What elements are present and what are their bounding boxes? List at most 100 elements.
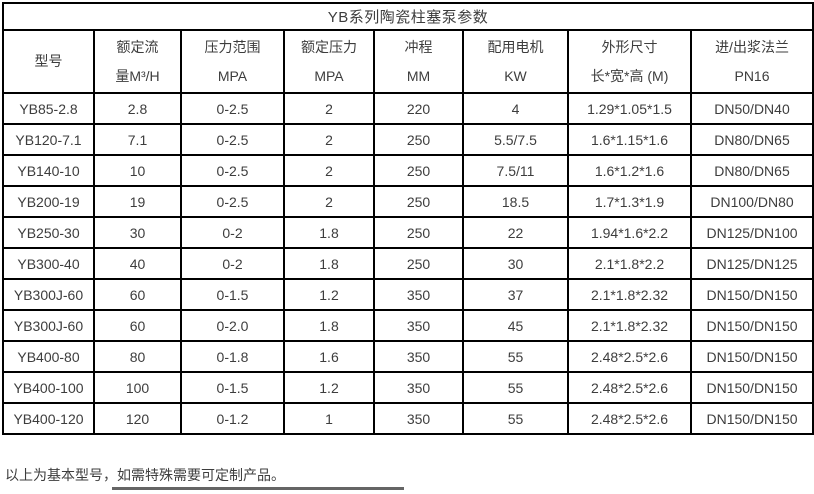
header-stroke: 冲程 MM: [373, 29, 464, 94]
header-flange-line2: PN16: [734, 67, 770, 84]
table-cell: YB85-2.8: [2, 92, 95, 125]
table-cell: 1.2: [283, 371, 375, 404]
table-cell: 5.5/7.5: [462, 123, 569, 156]
table-cell: 250: [373, 185, 464, 218]
table-cell: 55: [462, 402, 569, 435]
header-rated-flow-line2: 量M³/H: [115, 67, 160, 84]
table-cell: 1.2: [283, 278, 375, 311]
table-cell: 220: [373, 92, 464, 125]
header-motor-line1: 配用电机: [487, 38, 544, 55]
header-rated-flow-line1: 额定流: [116, 38, 159, 55]
header-pressure-range-line1: 压力范围: [204, 38, 261, 55]
table-cell: 30: [93, 216, 182, 249]
table-cell: 1.8: [283, 309, 375, 342]
table-cell: 0-2: [180, 247, 285, 280]
table-cell: DN125/DN125: [689, 247, 814, 280]
table-cell: DN50/DN40: [689, 92, 814, 125]
table-body: YB85-2.8 2.8 0-2.5 2 220 4 1.29*1.05*1.5 DN50/D…: [2, 92, 814, 435]
table-cell: 19: [93, 185, 182, 218]
table-cell: 55: [462, 371, 569, 404]
table-cell: DN150/DN150: [689, 340, 814, 373]
table-cell: DN150/DN150: [689, 371, 814, 404]
header-rated-pressure: 额定压力 MPA: [283, 29, 375, 94]
table-cell: 0-1.5: [180, 278, 285, 311]
table-cell: 350: [373, 278, 464, 311]
table-cell: 45: [462, 309, 569, 342]
table-cell: 1.8: [283, 247, 375, 280]
table-cell: 2.1*1.8*2.2: [567, 247, 692, 280]
table-cell: YB400-80: [2, 340, 95, 373]
table-cell: DN80/DN65: [689, 123, 814, 156]
table-cell: 100: [93, 371, 182, 404]
table-cell: 250: [373, 154, 464, 187]
table-cell: 250: [373, 247, 464, 280]
table-cell: YB300J-60: [2, 278, 95, 311]
table-cell: 18.5: [462, 185, 569, 218]
table-cell: 0-2.5: [180, 92, 285, 125]
header-flange-line1: 进/出浆法兰: [715, 38, 789, 55]
table-cell: 250: [373, 123, 464, 156]
header-flange: 进/出浆法兰 PN16: [689, 29, 814, 94]
header-model: 型号: [2, 29, 95, 94]
table-cell: 60: [93, 278, 182, 311]
footnote-text: 以上为基本型号，如需特殊需要可定制产品。: [5, 467, 285, 483]
table-row: YB300-40 40 0-2 1.8 250 30 2.1*1.8*2.2 DN125/DN…: [2, 247, 814, 280]
table-cell: 1.6*1.2*1.6: [567, 154, 692, 187]
header-motor-line2: KW: [504, 67, 527, 84]
table-cell: 1.6*1.15*1.6: [567, 123, 692, 156]
header-row: 型号 额定流 量M³/H 压力范围 MPA 额定压力 MPA 冲程 MM: [2, 29, 814, 94]
table-row: YB120-7.1 7.1 0-2.5 2 250 5.5/7.5 1.6*1.15*1.6…: [2, 123, 814, 156]
table-row: YB400-80 80 0-1.8 1.6 350 55 2.48*2.5*2.6 DN150…: [2, 340, 814, 373]
table-cell: DN125/DN100: [689, 216, 814, 249]
table-cell: 40: [93, 247, 182, 280]
table-cell: 350: [373, 309, 464, 342]
table-cell: 2.48*2.5*2.6: [567, 371, 692, 404]
header-dimensions-line2: 长*宽*高 (M): [590, 67, 669, 84]
table-cell: 7.1: [93, 123, 182, 156]
table-cell: YB300J-60: [2, 309, 95, 342]
table-cell: 2: [283, 123, 375, 156]
table-row: YB300J-60 60 0-2.0 1.8 350 45 2.1*1.8*2.32 DN15…: [2, 309, 814, 342]
table-cell: 60: [93, 309, 182, 342]
table-cell: 0-1.2: [180, 402, 285, 435]
table-cell: 1: [283, 402, 375, 435]
table-row: YB400-100 100 0-1.5 1.2 350 55 2.48*2.5*2.6 DN1…: [2, 371, 814, 404]
table-cell: 0-2: [180, 216, 285, 249]
header-pressure-range-line2: MPA: [217, 67, 248, 84]
table-cell: DN150/DN150: [689, 309, 814, 342]
title-row: YB系列陶瓷柱塞泵参数: [1, 2, 814, 31]
header-pressure-range: 压力范围 MPA: [180, 29, 285, 94]
table-cell: 10: [93, 154, 182, 187]
table-cell: 0-2.0: [180, 309, 285, 342]
table-cell: 2.1*1.8*2.32: [567, 278, 692, 311]
table-cell: 2: [283, 185, 375, 218]
table-cell: 2: [283, 154, 375, 187]
table-cell: 37: [462, 278, 569, 311]
table-cell: DN80/DN65: [689, 154, 814, 187]
table-cell: 0-1.5: [180, 371, 285, 404]
table-cell: 7.5/11: [462, 154, 569, 187]
header-stroke-line2: MM: [406, 67, 431, 84]
table-cell: 0-2.5: [180, 185, 285, 218]
table-cell: 30: [462, 247, 569, 280]
table-cell: 0-2.5: [180, 154, 285, 187]
header-stroke-line1: 冲程: [404, 38, 433, 55]
table-cell: YB250-30: [2, 216, 95, 249]
table-cell: 0-1.8: [180, 340, 285, 373]
table-cell: 2.8: [93, 92, 182, 125]
header-dimensions: 外形尺寸 长*宽*高 (M): [567, 29, 692, 94]
table-cell: 250: [373, 216, 464, 249]
table-row: YB200-19 19 0-2.5 2 250 18.5 1.7*1.3*1.9 DN100/…: [2, 185, 814, 218]
header-dimensions-line1: 外形尺寸: [601, 38, 658, 55]
table-cell: 120: [93, 402, 182, 435]
cropped-text-sliver: [112, 487, 404, 490]
pump-spec-table: YB系列陶瓷柱塞泵参数 型号 额定流 量M³/H 压力范围 MPA 额定压力 M…: [1, 2, 814, 435]
table-cell: 350: [373, 340, 464, 373]
table-cell: 2.48*2.5*2.6: [567, 340, 692, 373]
header-rated-pressure-line1: 额定压力: [301, 38, 357, 55]
table-title: YB系列陶瓷柱塞泵参数: [1, 2, 814, 31]
table-cell: YB140-10: [2, 154, 95, 187]
table-row: YB140-10 10 0-2.5 2 250 7.5/11 1.6*1.2*1.6 DN80…: [2, 154, 814, 187]
table-row: YB250-30 30 0-2 1.8 250 22 1.94*1.6*2.2 DN125/D…: [2, 216, 814, 249]
